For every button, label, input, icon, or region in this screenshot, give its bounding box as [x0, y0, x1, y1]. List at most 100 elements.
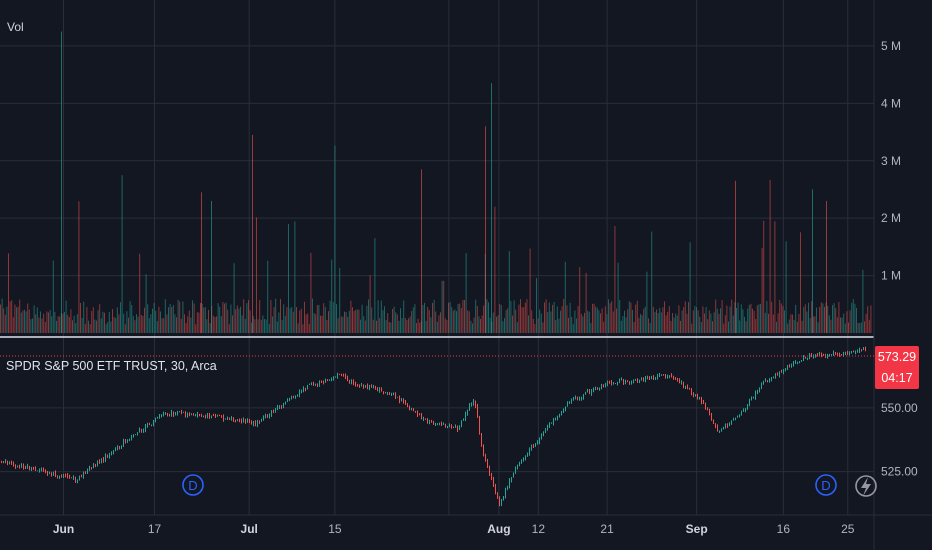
volume-bar — [446, 320, 448, 333]
volume-bar — [251, 322, 253, 333]
time-tick-label: 16 — [777, 522, 791, 536]
volume-bar — [14, 304, 16, 333]
volume-bar — [803, 307, 805, 333]
dividend-icon — [182, 474, 204, 496]
volume-bar — [792, 314, 793, 333]
volume-bar — [668, 306, 670, 333]
time-axis[interactable]: Jun 17 Jul 15 Aug 12 21 Sep 16 25 — [53, 522, 855, 536]
volume-bar — [289, 308, 291, 333]
volume-bar — [800, 232, 801, 333]
volume-bar — [440, 312, 441, 333]
volume-bar — [627, 309, 629, 333]
volume-axis[interactable]: 1 M 2 M 3 M 4 M 5 M — [881, 39, 901, 283]
lightning-marker[interactable] — [855, 475, 877, 497]
volume-bar — [142, 315, 144, 333]
price-pane[interactable] — [1, 346, 866, 507]
volume-bar — [817, 322, 819, 333]
volume-bar — [609, 303, 611, 333]
volume-bar — [443, 280, 445, 333]
volume-bar — [787, 323, 789, 333]
volume-bar — [38, 317, 40, 333]
volume-bar — [664, 301, 665, 333]
volume-bar — [372, 319, 374, 333]
volume-bar — [268, 323, 270, 333]
volume-pane[interactable] — [0, 31, 872, 334]
dividend-icon — [815, 474, 837, 496]
volume-bar — [360, 319, 361, 333]
volume-bar — [692, 310, 694, 333]
volume-bar — [552, 304, 553, 333]
volume-bar — [16, 307, 17, 333]
volume-bar — [328, 311, 329, 333]
volume-bar — [782, 305, 784, 333]
volume-bar — [683, 307, 685, 333]
volume-bar — [611, 301, 613, 333]
volume-bar — [264, 318, 265, 333]
volume-bar — [748, 304, 750, 333]
volume-bar — [379, 318, 381, 333]
volume-bar — [366, 305, 368, 333]
volume-bar — [235, 309, 237, 333]
volume-bar — [614, 226, 616, 333]
volume-bar — [81, 318, 83, 333]
dividend-marker-jun[interactable]: D — [182, 474, 204, 496]
volume-bar — [283, 304, 285, 333]
volume-bar — [468, 311, 470, 333]
volume-bar — [180, 318, 182, 333]
volume-bar — [160, 311, 161, 333]
volume-bar — [291, 307, 293, 333]
volume-bar — [756, 305, 758, 333]
volume-bar — [724, 315, 726, 333]
volume-bar — [412, 307, 414, 333]
last-price-label: 573.29 — [878, 350, 916, 364]
volume-bar — [299, 310, 301, 333]
volume-bar — [236, 305, 238, 333]
volume-bar — [840, 317, 841, 333]
volume-bar — [680, 320, 681, 333]
volume-bar — [83, 301, 85, 333]
volume-bar — [78, 201, 80, 333]
volume-bar — [163, 318, 165, 333]
volume-bar — [99, 304, 101, 333]
volume-bar — [88, 320, 89, 333]
volume-bar — [230, 304, 232, 333]
volume-bar — [769, 179, 771, 333]
volume-spike-bar — [421, 169, 422, 333]
time-tick-label: Jul — [241, 522, 258, 536]
volume-bar — [660, 312, 662, 333]
volume-bar — [387, 313, 389, 333]
dividend-marker-sep[interactable]: D — [815, 474, 837, 496]
volume-bar — [584, 312, 585, 333]
volume-spike-bar — [485, 126, 486, 333]
volume-bar — [3, 308, 5, 333]
volume-bar — [134, 320, 136, 333]
volume-bar — [539, 309, 541, 333]
volume-bar — [337, 318, 339, 333]
lightning-icon — [861, 477, 871, 496]
volume-bar — [139, 253, 141, 333]
volume-bar — [80, 302, 81, 333]
volume-bar — [644, 306, 646, 333]
volume-bar — [35, 314, 37, 333]
volume-bar — [89, 324, 91, 333]
volume-bar — [129, 301, 131, 333]
volume-bar — [502, 321, 504, 333]
volume-bar — [729, 306, 731, 333]
volume-bar — [267, 260, 269, 333]
volume-bar — [118, 314, 120, 333]
volume-bar — [555, 319, 557, 333]
volume-bar — [212, 315, 214, 333]
volume-bar — [518, 304, 520, 333]
volume-tick-label: 4 M — [881, 96, 901, 110]
volume-bar — [633, 322, 635, 333]
volume-bar — [649, 322, 651, 333]
time-tick-label: Jun — [53, 522, 74, 536]
volume-bar — [592, 303, 593, 333]
volume-bar — [464, 300, 465, 333]
volume-bar — [648, 318, 649, 333]
price-axis[interactable]: 525.00 550.00 — [881, 401, 918, 479]
volume-bar — [635, 304, 637, 333]
volume-bar — [523, 307, 525, 333]
volume-bar — [579, 267, 581, 333]
